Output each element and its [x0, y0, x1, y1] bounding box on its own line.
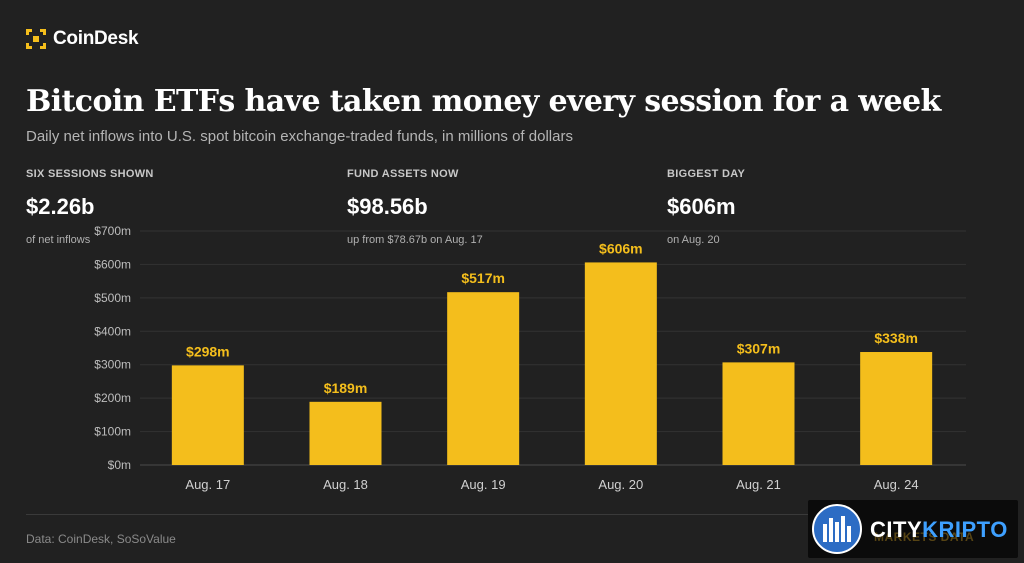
- data-label: $307m: [737, 340, 781, 356]
- y-tick-label: $700m: [94, 224, 131, 238]
- bar: [171, 365, 244, 465]
- x-tick-label: Aug. 20: [598, 477, 643, 492]
- city-skyline-icon: [812, 504, 862, 554]
- stat-label: BIGGEST DAY: [667, 168, 746, 180]
- stat-value: $2.26b: [26, 194, 95, 219]
- x-tick-label: Aug. 21: [736, 477, 781, 492]
- chart-subtitle: Daily net inflows into U.S. spot bitcoin…: [26, 128, 573, 145]
- stat-note: up from $78.67b on Aug. 17: [347, 234, 483, 246]
- watermark-wordmark: CITYKRIPTO: [870, 517, 1008, 543]
- x-tick-label: Aug. 17: [185, 477, 230, 492]
- x-tick-label: Aug. 19: [461, 477, 506, 492]
- stat-label: FUND ASSETS NOW: [347, 168, 459, 180]
- chart-title: Bitcoin ETFs have taken money every sess…: [26, 84, 941, 119]
- footer-divider: [26, 514, 1006, 515]
- bar: [309, 401, 382, 465]
- bar: [584, 262, 657, 465]
- stat-fund-assets: FUND ASSETS NOW $98.56b up from $78.67b …: [347, 168, 647, 246]
- y-tick-label: $300m: [94, 358, 131, 372]
- brand-logo: CoinDesk: [26, 28, 139, 50]
- y-tick-label: $500m: [94, 291, 131, 305]
- y-tick-label: $200m: [94, 391, 131, 405]
- brand-name: CoinDesk: [53, 28, 139, 49]
- x-tick-label: Aug. 18: [323, 477, 368, 492]
- stat-value: $98.56b: [347, 194, 428, 219]
- data-label: $189m: [324, 380, 368, 396]
- stat-label: SIX SESSIONS SHOWN: [26, 168, 154, 180]
- y-tick-label: $100m: [94, 425, 131, 439]
- watermark: MARKETS DATA CITYKRIPTO: [808, 500, 1018, 558]
- y-tick-label: $600m: [94, 257, 131, 271]
- data-label: $298m: [186, 343, 230, 359]
- y-tick-label: $0m: [108, 458, 131, 472]
- bar: [722, 362, 795, 465]
- stat-note: of net inflows: [26, 234, 91, 246]
- stat-note: on Aug. 20: [667, 234, 720, 246]
- stat-value: $606m: [667, 194, 736, 219]
- watermark-city: CITY: [870, 517, 923, 542]
- watermark-kripto: KRIPTO: [922, 517, 1008, 542]
- coindesk-logo-icon: [26, 29, 46, 49]
- x-tick-label: Aug. 24: [874, 477, 919, 492]
- y-tick-label: $400m: [94, 324, 131, 338]
- bar: [860, 352, 933, 465]
- stat-biggest-day: BIGGEST DAY $606m on Aug. 20: [667, 168, 967, 246]
- watermark-subtext: MARKETS DATA: [874, 530, 975, 544]
- source-note: Data: CoinDesk, SoSoValue: [26, 532, 176, 546]
- data-label: $517m: [461, 270, 505, 286]
- data-label: $606m: [599, 240, 643, 256]
- bar: [447, 292, 520, 465]
- data-label: $338m: [874, 330, 918, 346]
- stat-sessions: SIX SESSIONS SHOWN $2.26b of net inflows: [26, 168, 326, 246]
